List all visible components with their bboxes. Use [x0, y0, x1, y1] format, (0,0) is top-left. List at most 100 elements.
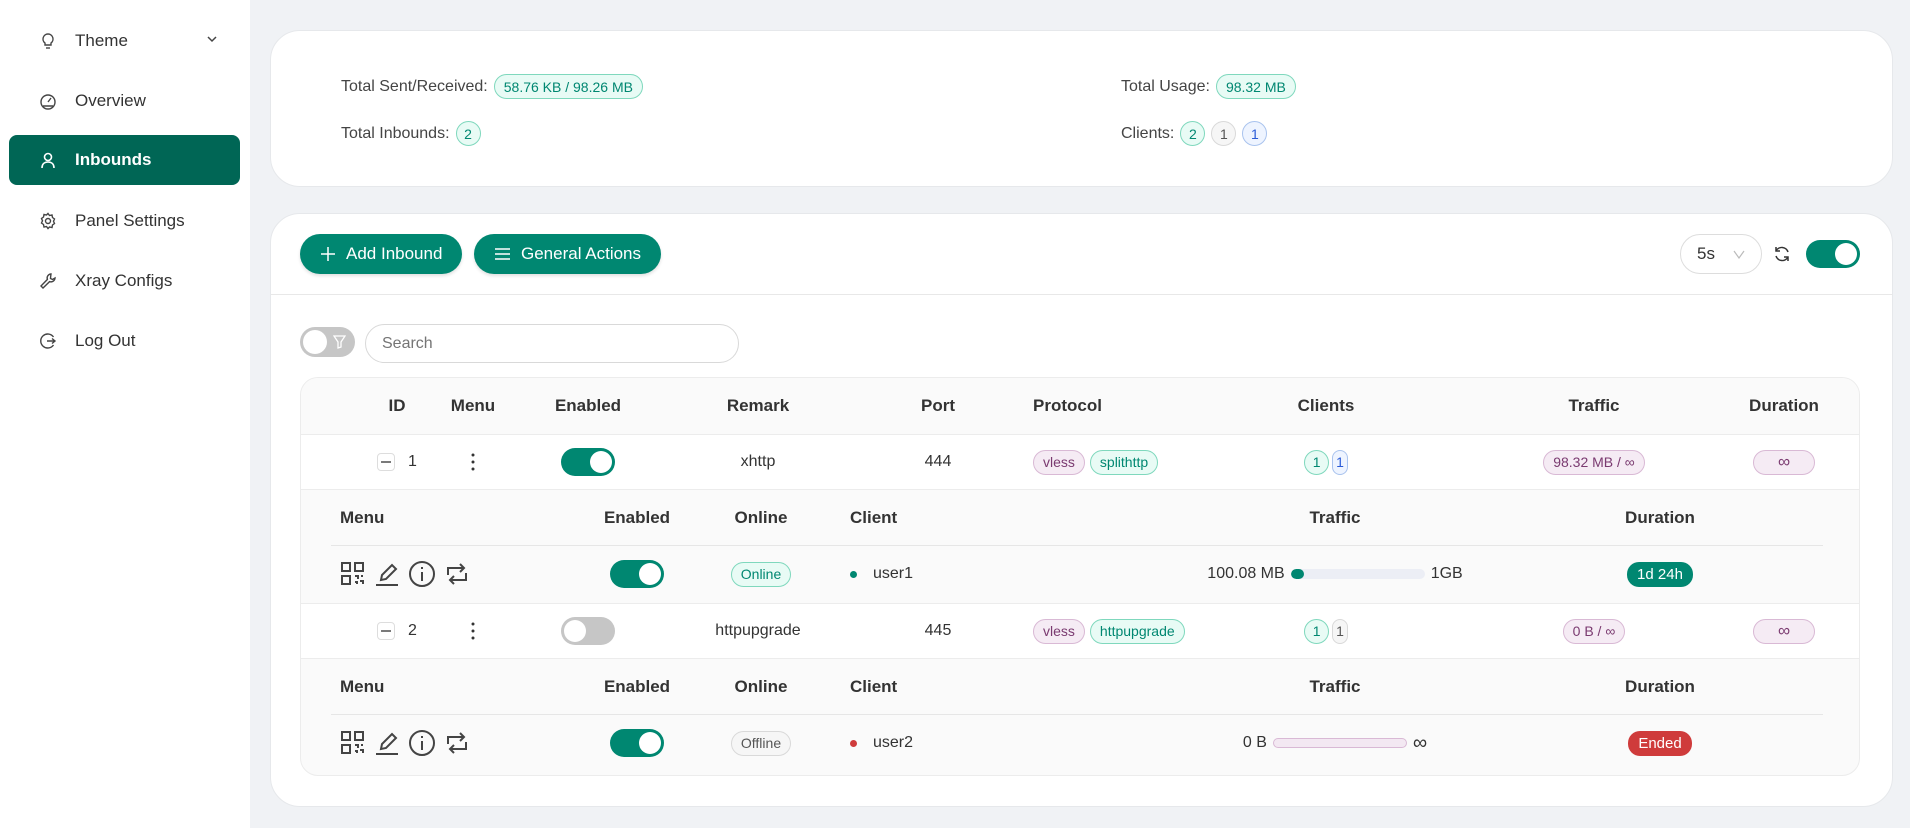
inbound-duration-tag: ∞ [1753, 618, 1815, 644]
client-enabled-toggle[interactable] [610, 560, 664, 588]
status-dot [850, 570, 857, 578]
clients-online-badge: 1 [1332, 449, 1348, 475]
column-header: Enabled [603, 507, 671, 527]
transport-tag: httpupgrade [1089, 618, 1185, 644]
chevron-down-icon [1733, 249, 1745, 259]
client-name: user1 [873, 565, 914, 582]
stat-label: Total Usage: [1121, 77, 1210, 95]
sidebar-item-xray-configs[interactable]: Xray Configs [9, 256, 240, 306]
divider [271, 294, 1892, 295]
add-inbound-label: Add Inbound [346, 244, 443, 263]
client-row: Offline user2 0 B ∞ Ended [331, 715, 1823, 771]
clients-total-badge: 2 [1180, 121, 1206, 146]
inbounds-table: ID Menu Enabled Remark Port Protocol Cli… [300, 377, 1860, 776]
search-input[interactable] [365, 324, 739, 363]
menu-icon [494, 246, 511, 262]
chevron-down-icon[interactable] [206, 34, 218, 44]
inbound-remark: httpupgrade [715, 622, 801, 639]
refresh-icon[interactable] [1773, 245, 1791, 263]
client-traffic-limit: 1GB [1430, 565, 1463, 582]
inbound-enabled-toggle[interactable] [561, 617, 615, 645]
clients-online-badge: 1 [1242, 121, 1268, 146]
online-status-tag: Online [730, 561, 792, 587]
info-icon[interactable] [408, 729, 436, 757]
sidebar-item-label: Panel Settings [75, 211, 185, 230]
stat-usage: Total Usage: 98.32 MB [1121, 74, 1296, 99]
stat-label: Total Sent/Received: [341, 77, 488, 95]
inbound-id: 1 [408, 453, 417, 470]
info-icon[interactable] [408, 560, 436, 588]
column-header: Duration [1749, 396, 1819, 415]
column-header: Traffic [1309, 676, 1361, 696]
traffic-progress-bar [1272, 738, 1407, 748]
inbound-traffic-tag: 0 B / ∞ [1562, 618, 1626, 644]
logout-icon [39, 332, 57, 350]
stat-label: Clients: [1121, 124, 1175, 142]
qrcode-icon[interactable] [340, 730, 366, 756]
bulb-icon [39, 32, 57, 50]
stats-card: Total Sent/Received: 58.76 KB / 98.26 MB… [270, 30, 1893, 187]
stat-label: Total Inbounds: [341, 124, 450, 142]
sidebar-item-overview[interactable]: Overview [9, 76, 240, 126]
traffic-progress-bar [1290, 569, 1425, 579]
expanded-clients: Menu Enabled Online Client Traffic Durat… [301, 490, 1859, 604]
column-header: Protocol [1033, 396, 1102, 415]
inbound-port: 445 [924, 622, 952, 639]
plus-icon [320, 246, 336, 262]
stat-sent-received: Total Sent/Received: 58.76 KB / 98.26 MB [341, 74, 643, 99]
more-vertical-icon[interactable] [471, 453, 475, 471]
collapse-button[interactable] [377, 622, 396, 640]
edit-icon[interactable] [374, 561, 400, 587]
column-header: Clients [1297, 396, 1355, 415]
client-row: Online user1 100.08 MB 1GB 1d 24h [331, 546, 1823, 602]
auto-refresh-toggle[interactable] [1806, 240, 1860, 268]
sidebar-item-log-out[interactable]: Log Out [9, 316, 240, 366]
filter-toggle[interactable] [300, 327, 355, 357]
column-header: Enabled [603, 676, 671, 696]
stat-value: 98.32 MB [1215, 74, 1296, 99]
column-header: Enabled [554, 396, 622, 415]
collapse-button[interactable] [377, 453, 396, 471]
reset-traffic-icon[interactable] [444, 730, 470, 756]
gear-icon [39, 212, 57, 230]
client-name: user2 [873, 734, 914, 751]
client-traffic-used: 100.08 MB [1207, 565, 1285, 582]
sidebar-item-inbounds[interactable]: Inbounds [9, 135, 240, 185]
online-status-tag: Offline [730, 730, 792, 756]
add-inbound-button[interactable]: Add Inbound [300, 234, 463, 274]
client-enabled-toggle[interactable] [610, 729, 664, 757]
column-header: Remark [726, 396, 790, 415]
expanded-clients: Menu Enabled Online Client Traffic Durat… [301, 659, 1859, 773]
client-traffic-limit: ∞ [1412, 731, 1428, 754]
protocol-tag: vless [1033, 618, 1085, 644]
column-header: Port [921, 396, 955, 415]
refresh-interval-select[interactable]: 5s [1680, 234, 1762, 274]
clients-online-badge: 1 [1332, 618, 1348, 644]
column-header: Online [734, 676, 788, 696]
sidebar-item-panel-settings[interactable]: Panel Settings [9, 196, 240, 246]
stat-clients: Clients: 2 1 1 [1121, 121, 1268, 146]
dashboard-icon [39, 92, 57, 110]
inbound-id: 2 [408, 622, 417, 639]
clients-sub-header: Menu Enabled Online Client Traffic Durat… [331, 490, 1823, 546]
client-traffic-used: 0 B [1242, 734, 1267, 751]
stat-value: 58.76 KB / 98.26 MB [493, 74, 643, 99]
protocol-tag: vless [1033, 449, 1085, 475]
column-header: ID [388, 396, 406, 415]
qrcode-icon[interactable] [340, 561, 366, 587]
more-vertical-icon[interactable] [471, 622, 475, 640]
column-header: Online [734, 507, 788, 527]
inbound-enabled-toggle[interactable] [561, 448, 615, 476]
inbound-remark: xhttp [740, 453, 776, 470]
column-header: Menu [340, 676, 385, 696]
edit-icon[interactable] [374, 730, 400, 756]
reset-traffic-icon[interactable] [444, 561, 470, 587]
sidebar-item-label: Xray Configs [75, 271, 173, 290]
inbound-traffic-tag: 98.32 MB / ∞ [1543, 449, 1645, 475]
client-duration-badge: Ended [1628, 730, 1692, 756]
general-actions-button[interactable]: General Actions [474, 234, 662, 274]
sidebar-item-label: Log Out [75, 331, 136, 350]
sidebar-item-theme[interactable]: Theme [9, 16, 240, 66]
wrench-icon [39, 272, 57, 290]
clients-sub-header: Menu Enabled Online Client Traffic Durat… [331, 659, 1823, 715]
